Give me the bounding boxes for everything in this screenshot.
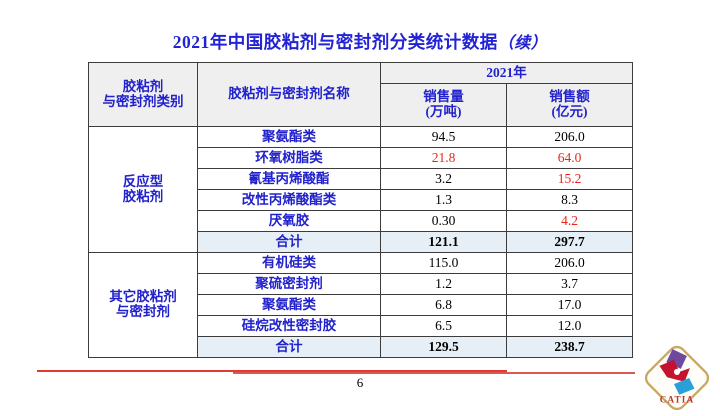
table-row: 改性丙烯酸酯类 1.3 8.3: [89, 189, 633, 211]
product-name-cell: 厌氧胶: [197, 210, 381, 232]
volume-cell: 3.2: [380, 168, 507, 190]
total-label-cell: 合计: [197, 336, 381, 358]
catia-logo: CATIA: [644, 345, 710, 411]
category-header-line1: 胶粘剂: [122, 78, 164, 94]
year-header-cell: 2021年: [380, 62, 633, 84]
value-cell: 206.0: [506, 126, 633, 148]
value-cell: 3.7: [506, 273, 633, 295]
slide: { "slide": { "title_main": "2021年中国胶粘剂与密…: [0, 29, 720, 411]
slide-title-main: 2021年中国胶粘剂与密封剂分类统计数据: [172, 32, 498, 52]
group-label-line1: 反应型: [122, 173, 164, 189]
value-cell: 17.0: [506, 294, 633, 316]
product-name-cell: 聚氨酯类: [197, 294, 381, 316]
volume-header-line2: (万吨): [425, 104, 462, 119]
value-cell: 64.0: [506, 147, 633, 169]
total-row: 合计 129.5 238.7: [89, 336, 633, 358]
table-row: 反应型 胶粘剂 聚氨酯类 94.5 206.0: [88, 126, 633, 253]
footer-divider-line: [37, 370, 507, 372]
table-row: 环氧树脂类 21.8 64.0: [89, 147, 633, 169]
value-header-line1: 销售额: [549, 89, 590, 105]
page-number: 6: [356, 375, 364, 390]
group-label-line1: 其它胶粘剂: [109, 289, 177, 305]
table-row: 聚氨酯类 6.8 17.0: [89, 294, 633, 316]
header-row-1: 胶粘剂 与密封剂类别 胶粘剂与密封剂名称 2021年: [88, 62, 633, 127]
logo-center-dot: [673, 368, 681, 375]
logo-text: CATIA: [660, 394, 694, 404]
stats-table: 胶粘剂 与密封剂类别 胶粘剂与密封剂名称 2021年 销售量 (万吨) 销售额 …: [88, 62, 633, 358]
header-row-2: 销售量 (万吨) 销售额 (亿元): [89, 83, 633, 127]
value-cell: 15.2: [506, 168, 633, 190]
table-row: 其它胶粘剂 与密封剂 有机硅类 115.0 206.0: [88, 252, 633, 358]
product-name-cell: 改性丙烯酸酯类: [197, 189, 381, 211]
total-value-cell: 238.7: [506, 336, 633, 358]
logo-blue-ribbon: [673, 378, 695, 395]
total-value-cell: 297.7: [506, 231, 633, 253]
table-row: 聚硫密封剂 1.2 3.7: [89, 273, 633, 295]
volume-header-cell: 销售量 (万吨): [380, 83, 507, 127]
volume-cell: 115.0: [380, 252, 507, 274]
product-name-cell: 聚氨酯类: [197, 126, 381, 148]
total-label-cell: 合计: [197, 231, 381, 253]
footer-divider-line-shadow: [233, 372, 635, 374]
total-volume-cell: 129.5: [380, 336, 507, 358]
volume-cell: 6.5: [380, 315, 507, 337]
volume-cell: 1.3: [380, 189, 507, 211]
category-header-cell: 胶粘剂 与密封剂类别: [88, 62, 198, 127]
product-name-cell: 环氧树脂类: [197, 147, 381, 169]
group-label-line2: 与密封剂: [116, 304, 170, 319]
volume-cell: 1.2: [380, 273, 507, 295]
group-label-cell-reactive: 反应型 胶粘剂: [88, 126, 198, 253]
product-name-cell: 氰基丙烯酸酯: [197, 168, 381, 190]
value-cell: 12.0: [506, 315, 633, 337]
volume-cell: 94.5: [380, 126, 507, 148]
value-header-line2: (亿元): [551, 104, 588, 119]
volume-cell: 0.30: [380, 210, 507, 232]
value-cell: 4.2: [506, 210, 633, 232]
volume-cell: 6.8: [380, 294, 507, 316]
category-header-line2: 与密封剂类别: [102, 93, 184, 109]
value-cell: 8.3: [506, 189, 633, 211]
group-label-cell-other: 其它胶粘剂 与密封剂: [88, 252, 198, 358]
product-name-cell: 硅烷改性密封胶: [197, 315, 381, 337]
volume-header-line1: 销售量: [423, 89, 464, 105]
slide-title-suffix: （续）: [497, 35, 548, 52]
value-header-cell: 销售额 (亿元): [506, 83, 633, 127]
slide-title: 2021年中国胶粘剂与密封剂分类统计数据（续）: [0, 29, 720, 54]
product-name-cell: 有机硅类: [197, 252, 381, 274]
total-volume-cell: 121.1: [380, 231, 507, 253]
group-label-line2: 胶粘剂: [122, 188, 164, 204]
value-cell: 206.0: [506, 252, 633, 274]
product-name-cell: 聚硫密封剂: [197, 273, 381, 295]
volume-cell: 21.8: [380, 147, 507, 169]
name-header-cell: 胶粘剂与密封剂名称: [197, 62, 381, 127]
total-row: 合计 121.1 297.7: [89, 231, 633, 253]
table-row: 硅烷改性密封胶 6.5 12.0: [89, 315, 633, 337]
